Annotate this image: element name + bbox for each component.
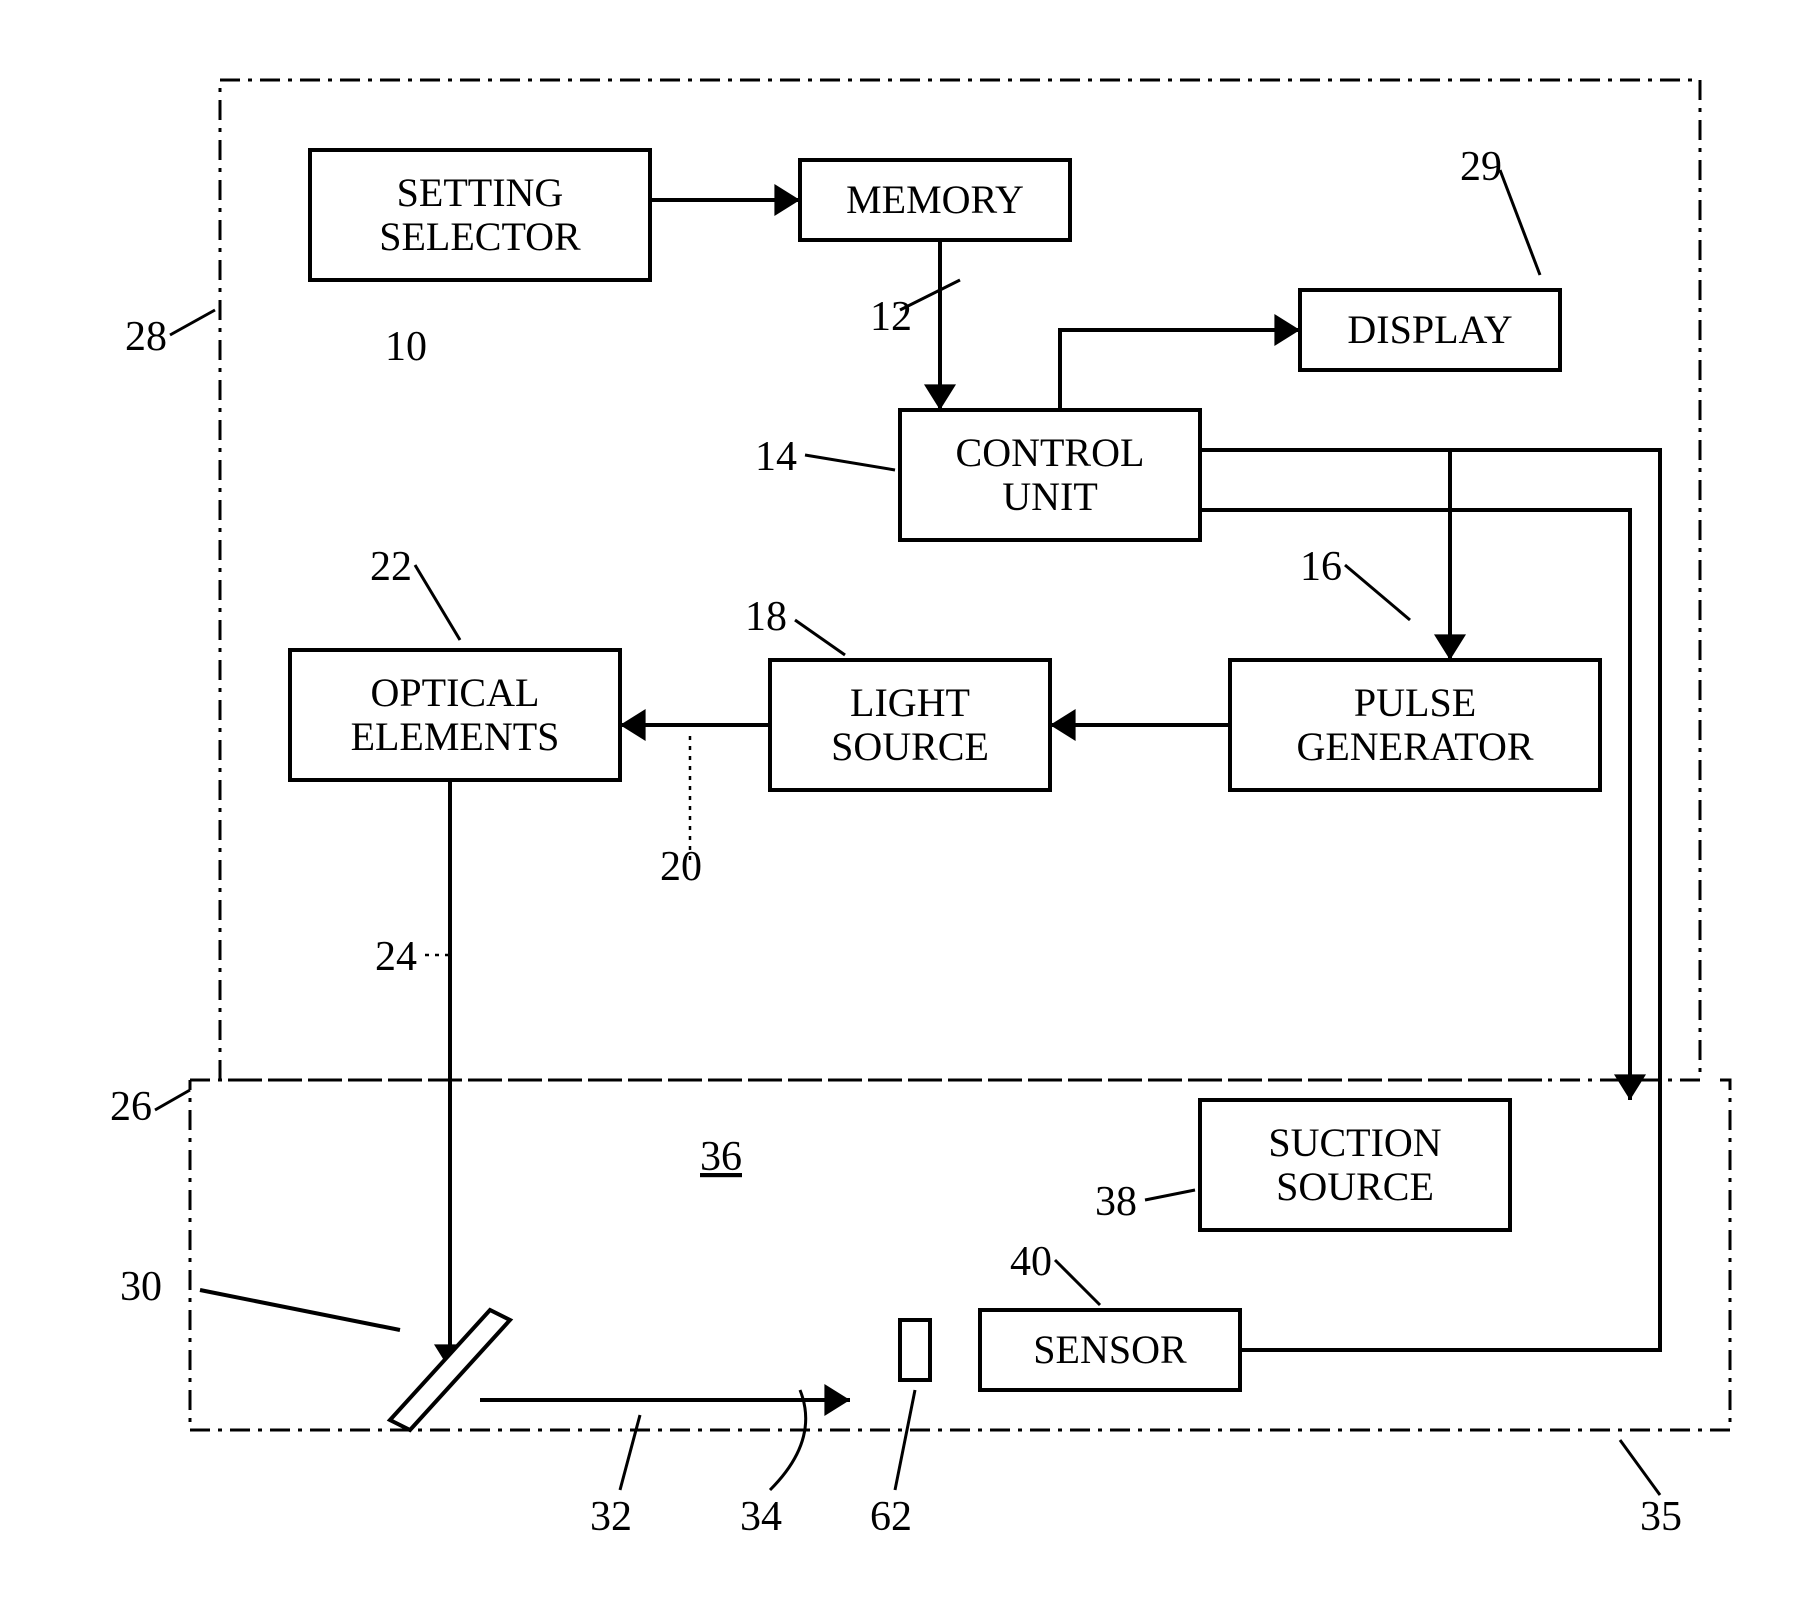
ref-30: 30 <box>120 1264 162 1310</box>
optical_elements-ref: 22 <box>370 544 412 590</box>
control_unit-label: UNIT <box>1002 474 1098 519</box>
ref-34: 34 <box>740 1494 782 1540</box>
ref-24: 24 <box>375 934 417 980</box>
suction_source-label: SOURCE <box>1276 1164 1434 1209</box>
display-ref: 29 <box>1460 144 1502 190</box>
suction_source-label: SUCTION <box>1268 1120 1441 1165</box>
light_source-ref: 18 <box>745 594 787 640</box>
svg-text:35: 35 <box>1640 1494 1682 1540</box>
control_unit-ref: 14 <box>755 434 797 480</box>
ref-62: 62 <box>870 1494 912 1540</box>
memory-ref: 12 <box>870 294 912 340</box>
svg-text:28: 28 <box>125 314 167 360</box>
suction_source-ref: 38 <box>1095 1179 1137 1225</box>
setting_selector-ref: 10 <box>385 324 427 370</box>
display-label: DISPLAY <box>1347 307 1512 352</box>
sensor-label: SENSOR <box>1033 1327 1187 1372</box>
pulse_generator-ref: 16 <box>1300 544 1342 590</box>
ref-20: 20 <box>660 844 702 890</box>
pulse_generator-label: GENERATOR <box>1296 724 1533 769</box>
control_unit-label: CONTROL <box>956 430 1145 475</box>
optical_elements-label: OPTICAL <box>371 670 540 715</box>
svg-text:26: 26 <box>110 1084 152 1130</box>
ref-36: 36 <box>700 1134 742 1180</box>
sensor-ref: 40 <box>1010 1239 1052 1285</box>
setting_selector-label: SELECTOR <box>379 214 581 259</box>
memory-label: MEMORY <box>846 177 1024 222</box>
pulse_generator-label: PULSE <box>1354 680 1476 725</box>
light_source-label: LIGHT <box>850 680 970 725</box>
optical_elements-label: ELEMENTS <box>351 714 560 759</box>
ref-32: 32 <box>590 1494 632 1540</box>
light_source-label: SOURCE <box>831 724 989 769</box>
setting_selector-label: SETTING <box>397 170 564 215</box>
